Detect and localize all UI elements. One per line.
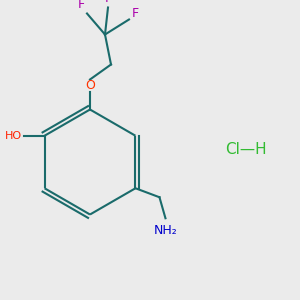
Text: Cl—H: Cl—H	[225, 142, 267, 158]
Text: NH₂: NH₂	[154, 224, 177, 237]
Text: F: F	[131, 7, 139, 20]
Text: O: O	[85, 79, 95, 92]
Text: HO: HO	[5, 131, 22, 141]
Text: F: F	[77, 0, 85, 11]
Text: F: F	[104, 0, 112, 4]
